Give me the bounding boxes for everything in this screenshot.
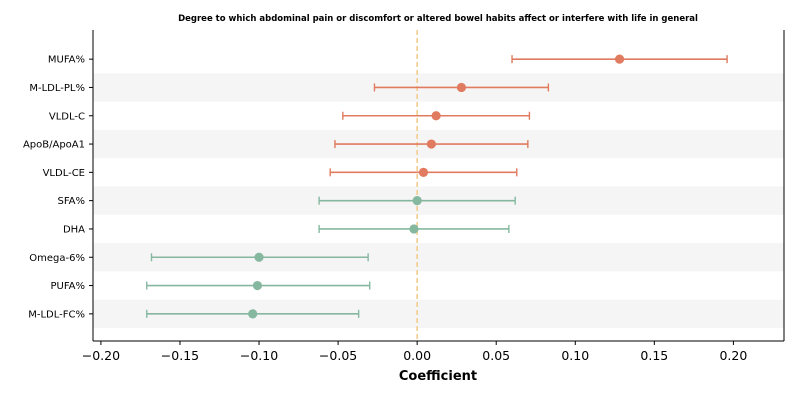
x-tick-label: 0.05 — [482, 348, 510, 363]
x-tick-label: −0.05 — [319, 348, 357, 363]
coefficient-point — [248, 309, 258, 319]
y-tick-label: VLDL-C — [49, 111, 85, 122]
coefficient-point — [431, 111, 441, 121]
y-tick-label: PUFA% — [50, 281, 85, 292]
y-tick-label: M-LDL-FC% — [28, 309, 85, 320]
coefficient-point — [456, 82, 467, 93]
x-tick-label: −0.15 — [161, 348, 199, 363]
x-tick-label: 0.00 — [403, 348, 431, 363]
coefficient-point — [418, 167, 429, 177]
x-tick-label: 0.20 — [719, 348, 747, 363]
coefficient-point — [254, 252, 264, 262]
y-tick-label: Omega-6% — [29, 253, 85, 264]
y-tick-label: ApoB/ApoA1 — [23, 140, 85, 151]
y-tick-label: VLDL-CE — [43, 168, 85, 179]
x-tick-label: −0.20 — [82, 348, 120, 363]
coefficient-point — [426, 139, 436, 149]
coefficient-point — [409, 224, 419, 234]
y-tick-labels: MUFA% M-LDL-PL% VLDL-C ApoB/ApoA1 VLDL-CE SFA… — [23, 55, 93, 320]
coefficient-point — [614, 54, 625, 64]
y-tick-label: DHA — [63, 224, 85, 235]
y-tick-label: SFA% — [57, 196, 85, 207]
coefficient-point — [252, 280, 263, 291]
x-tick-label: −0.10 — [240, 348, 278, 363]
y-tick-label: MUFA% — [48, 55, 85, 66]
y-tick-label: M-LDL-PL% — [29, 83, 85, 94]
coefficient-points — [248, 54, 625, 319]
x-axis-label: Coefficient — [399, 369, 477, 384]
chart-title: Degree to which abdominal pain or discom… — [178, 14, 698, 24]
x-tick-label: 0.10 — [561, 348, 589, 363]
coefficient-point — [412, 196, 422, 206]
x-tick-label: 0.15 — [640, 348, 668, 363]
x-ticks: −0.20 −0.15 −0.10 −0.05 0.00 0.05 0.10 0.15 0.20 — [82, 341, 747, 363]
